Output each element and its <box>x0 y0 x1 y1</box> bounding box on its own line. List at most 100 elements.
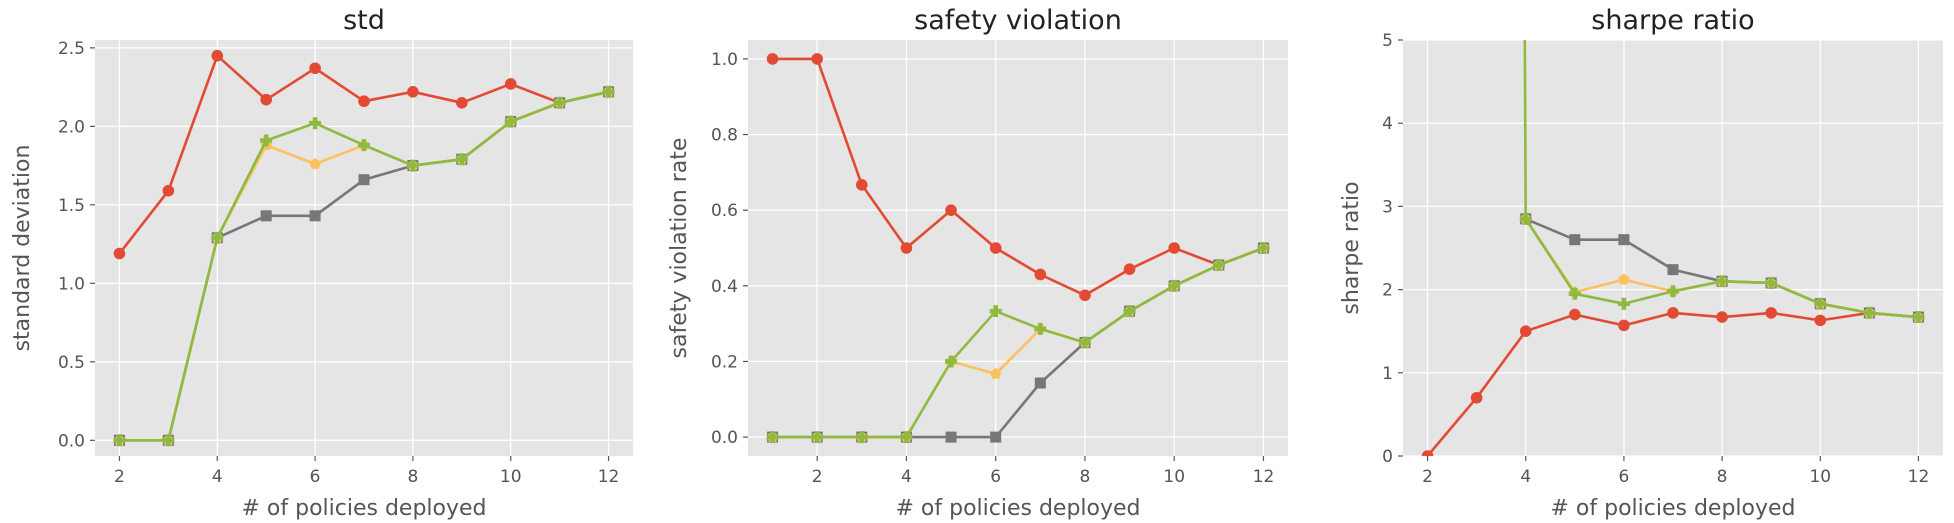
series-line-red <box>772 57 1264 297</box>
data-point-green <box>1716 275 1729 288</box>
data-point-red <box>1519 325 1532 338</box>
data-point-red <box>211 49 224 62</box>
x-tick-label: 6 <box>310 467 321 487</box>
y-tick-label: 1 <box>1382 364 1393 384</box>
y-ticks-std: 0.0 0.5 1.0 1.5 2.0 2.5 <box>58 39 95 451</box>
series-safety-violation <box>766 53 1270 444</box>
data-point-yellow <box>1618 273 1630 285</box>
data-point-green <box>602 85 615 98</box>
data-point-green <box>504 115 517 128</box>
x-axis-label-safety-violation: # of policies deployed <box>895 496 1140 521</box>
data-point-red <box>811 53 823 65</box>
y-axis-label-std: standard deviation <box>10 145 35 352</box>
x-tick-label: 8 <box>1080 467 1091 487</box>
data-point-red <box>900 242 913 254</box>
x-tick-label: 10 <box>1163 467 1185 487</box>
data-point-green <box>1617 297 1630 310</box>
data-point-green <box>1257 242 1270 254</box>
data-point-green <box>260 134 273 147</box>
data-point-green <box>1212 259 1225 272</box>
data-point-gray <box>358 174 370 186</box>
data-point-red <box>1079 289 1091 302</box>
y-tick-label: 0.6 <box>711 201 738 221</box>
chart-title-safety-violation: safety violation <box>914 5 1122 36</box>
series-line-green <box>1523 40 1919 319</box>
data-point-yellow <box>309 158 321 169</box>
y-tick-label: 2.0 <box>58 117 85 137</box>
data-point-red <box>504 78 517 90</box>
data-point-red <box>162 184 175 197</box>
x-tick-label: 6 <box>990 467 1001 487</box>
data-point-green <box>1168 279 1181 292</box>
data-point-red <box>1569 308 1581 321</box>
series-std <box>113 49 615 447</box>
x-tick-label: 4 <box>1520 467 1531 487</box>
data-point-red <box>1034 268 1047 281</box>
data-point-green <box>900 431 913 444</box>
y-tick-label: 0.2 <box>711 352 738 372</box>
data-point-green <box>358 139 370 152</box>
y-tick-label: 0.4 <box>711 277 738 297</box>
panel-std: 2 4 6 8 10 12 0.0 0.5 1.0 1.5 2.0 2.5 std # of pol… <box>10 5 633 521</box>
series-line-green <box>772 246 1264 439</box>
x-tick-label: 4 <box>901 467 912 487</box>
data-point-red <box>1470 391 1483 404</box>
data-point-gray <box>1034 377 1046 389</box>
data-point-green <box>1863 306 1876 319</box>
data-point-green <box>989 305 1002 318</box>
series-sharpe-ratio <box>1421 9 1925 456</box>
x-ticks-safety-violation: 2 4 6 8 10 12 <box>812 456 1274 487</box>
x-tick-label: 4 <box>212 467 223 487</box>
x-ticks-std: 2 4 6 8 10 12 <box>114 456 619 487</box>
x-tick-label: 8 <box>1717 467 1728 487</box>
data-point-green <box>211 231 224 244</box>
data-point-green <box>553 96 566 109</box>
x-axis-label-std: # of policies deployed <box>241 496 486 521</box>
data-point-green <box>1667 285 1679 298</box>
y-ticks-sharpe-ratio: 0 1 2 3 4 5 <box>1382 31 1403 467</box>
x-tick-label: 2 <box>1422 467 1433 487</box>
data-point-green <box>1814 297 1827 310</box>
x-tick-label: 8 <box>407 467 418 487</box>
y-tick-label: 3 <box>1382 197 1393 217</box>
plot-area-sharpe-ratio <box>1403 40 1943 456</box>
plot-area-safety-violation <box>748 40 1288 456</box>
x-tick-label: 2 <box>114 467 125 487</box>
data-point-green <box>309 117 322 130</box>
y-tick-label: 0 <box>1382 447 1393 467</box>
data-point-yellow <box>990 367 1002 379</box>
data-point-red <box>1168 242 1180 254</box>
data-point-green <box>455 153 468 166</box>
x-ticks-sharpe-ratio: 2 4 6 8 10 12 <box>1422 456 1929 487</box>
y-tick-label: 5 <box>1382 31 1393 51</box>
data-point-green <box>1519 212 1532 225</box>
grid-sharpe-ratio <box>1403 39 1943 457</box>
data-point-gray <box>990 431 1002 443</box>
data-point-red <box>456 96 468 109</box>
panel-safety-violation: 2 4 6 8 10 12 0.0 0.2 0.4 0.6 0.8 1.0 safety viola… <box>667 5 1288 521</box>
y-tick-label: 0.5 <box>58 353 85 373</box>
data-point-red <box>1667 307 1679 319</box>
data-point-red <box>766 53 779 65</box>
y-axis-label-sharpe-ratio: sharpe ratio <box>1339 181 1364 314</box>
y-ticks-safety-violation: 0.0 0.2 0.4 0.6 0.8 1.0 <box>711 50 748 448</box>
data-point-red <box>358 95 370 108</box>
data-point-green <box>766 431 779 444</box>
data-point-red <box>260 93 272 106</box>
y-tick-label: 1.5 <box>58 196 85 216</box>
data-point-green <box>1519 9 1531 21</box>
data-point-green <box>1912 311 1925 324</box>
data-point-red <box>1123 263 1136 275</box>
data-point-red <box>1716 311 1728 323</box>
y-tick-label: 1.0 <box>58 274 85 294</box>
data-point-green <box>1078 336 1091 349</box>
y-axis-label-safety-violation: safety violation rate <box>667 138 692 359</box>
data-point-gray <box>945 431 957 443</box>
data-point-green <box>1034 322 1047 335</box>
x-tick-label: 10 <box>500 467 522 487</box>
data-point-gray <box>309 210 321 222</box>
data-point-green <box>1765 276 1778 289</box>
data-point-green <box>1123 305 1136 318</box>
